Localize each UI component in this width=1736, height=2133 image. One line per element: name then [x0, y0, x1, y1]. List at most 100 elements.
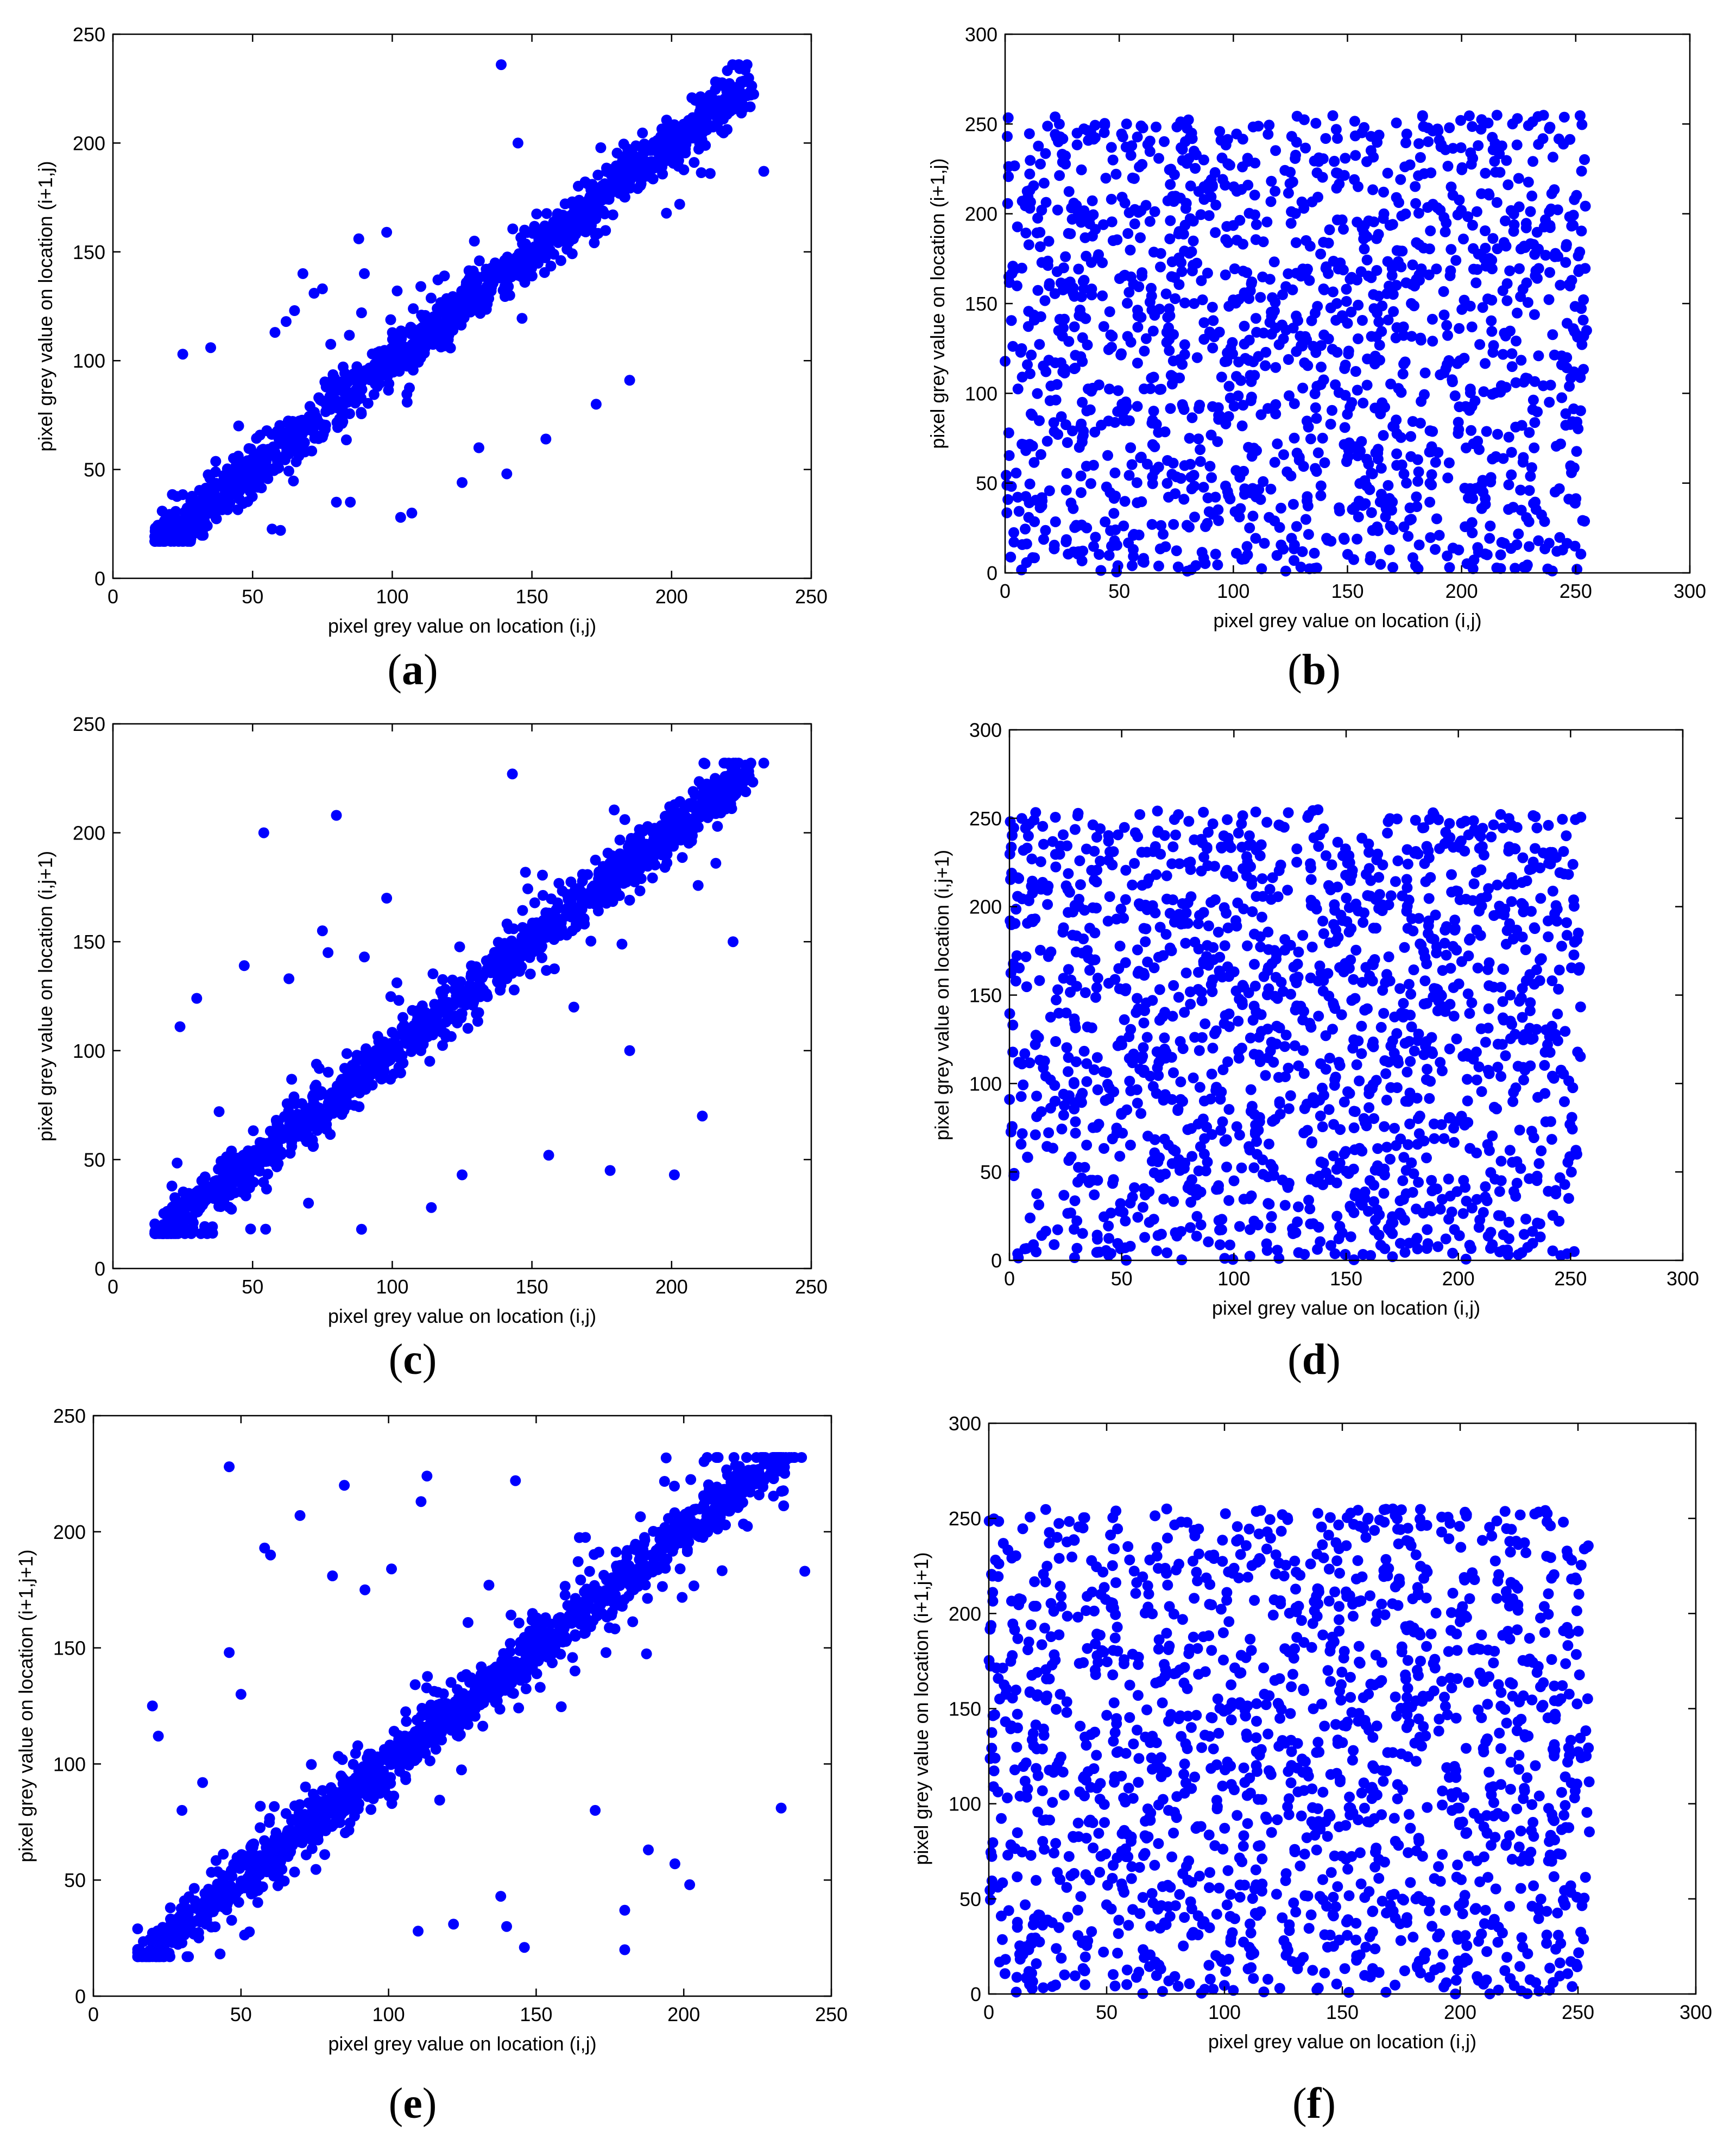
- data-point: [371, 381, 383, 392]
- data-point: [508, 923, 519, 935]
- y-axis-label: pixel grey value on location (i,j+1): [34, 851, 56, 1141]
- y-tick-label: 200: [965, 203, 998, 225]
- data-point: [1135, 120, 1147, 131]
- data-point: [1052, 204, 1063, 216]
- data-point: [1367, 184, 1379, 195]
- data-point: [1259, 538, 1270, 549]
- data-point: [1484, 190, 1495, 201]
- data-point: [1440, 226, 1451, 237]
- data-point: [1342, 451, 1354, 463]
- data-point: [1170, 829, 1181, 841]
- data-point: [687, 786, 699, 797]
- data-point: [1525, 206, 1536, 217]
- data-point: [1179, 339, 1190, 350]
- data-point: [1290, 237, 1302, 248]
- data-point: [687, 830, 698, 841]
- data-point: [1383, 480, 1394, 491]
- data-point: [699, 758, 711, 769]
- data-point: [1495, 549, 1506, 560]
- data-point: [1515, 243, 1526, 255]
- data-point: [1466, 321, 1478, 332]
- data-point: [1350, 441, 1361, 453]
- data-point: [1493, 1210, 1504, 1221]
- data-point: [1332, 168, 1343, 179]
- data-point: [493, 937, 504, 948]
- data-point: [702, 812, 714, 823]
- data-point: [744, 87, 755, 98]
- data-point: [267, 523, 278, 535]
- data-point: [1442, 330, 1453, 341]
- data-point: [1148, 406, 1159, 417]
- data-point: [321, 1112, 333, 1122]
- data-point: [356, 393, 367, 404]
- data-point: [1234, 471, 1246, 483]
- data-point: [1066, 213, 1078, 225]
- data-point: [1410, 181, 1421, 192]
- data-point: [1445, 244, 1457, 255]
- data-point: [1243, 207, 1255, 219]
- data-point: [1251, 219, 1262, 230]
- y-tick-label: 100: [73, 350, 105, 372]
- data-point: [555, 255, 566, 266]
- data-point: [1408, 964, 1419, 975]
- data-point: [500, 972, 511, 983]
- data-point: [1085, 257, 1097, 268]
- data-point: [192, 1206, 203, 1217]
- data-point: [344, 1068, 355, 1080]
- data-point: [1447, 374, 1458, 386]
- data-point: [1223, 411, 1234, 422]
- data-point: [1474, 339, 1486, 350]
- data-point: [408, 303, 419, 314]
- data-point: [416, 310, 427, 321]
- data-point: [1050, 1036, 1062, 1047]
- data-point: [1006, 315, 1017, 326]
- data-point: [195, 1228, 206, 1239]
- data-point: [1012, 491, 1024, 503]
- data-point: [1022, 321, 1034, 332]
- data-point: [495, 985, 506, 996]
- data-point: [156, 506, 168, 517]
- data-point: [1575, 548, 1587, 560]
- data-point: [1234, 1221, 1245, 1232]
- data-point: [1327, 344, 1338, 355]
- data-point: [1194, 400, 1205, 411]
- data-point: [1199, 1133, 1210, 1144]
- data-point: [667, 829, 679, 841]
- data-point: [1327, 405, 1337, 416]
- data-point: [213, 1201, 224, 1212]
- data-point: [1217, 174, 1228, 185]
- data-point: [1378, 430, 1389, 441]
- data-point: [167, 532, 178, 544]
- data-point: [1290, 149, 1301, 161]
- data-point: [1203, 920, 1214, 931]
- data-point: [413, 1019, 424, 1031]
- data-point: [351, 361, 363, 373]
- data-point: [637, 127, 648, 138]
- data-point: [395, 325, 407, 337]
- data-point: [1207, 301, 1218, 313]
- data-point: [371, 1055, 383, 1066]
- data-point: [1353, 181, 1363, 192]
- data-point: [1468, 263, 1479, 275]
- data-point: [1169, 169, 1180, 180]
- data-point: [1073, 1162, 1084, 1173]
- data-point: [1155, 261, 1166, 273]
- data-point: [734, 100, 746, 112]
- data-point: [1462, 1095, 1473, 1107]
- data-point: [180, 1210, 191, 1221]
- data-point: [1497, 285, 1508, 296]
- data-point: [1516, 355, 1527, 366]
- data-point: [1406, 298, 1417, 309]
- data-point: [1352, 533, 1363, 545]
- data-point: [286, 1074, 298, 1085]
- data-point: [1372, 137, 1383, 148]
- data-point: [1567, 416, 1578, 427]
- data-point: [1568, 219, 1579, 231]
- data-point: [1249, 958, 1260, 970]
- data-point: [1513, 173, 1524, 184]
- data-point: [1243, 441, 1254, 453]
- data-point: [1399, 942, 1410, 953]
- y-tick-label: 150: [73, 241, 105, 263]
- data-point: [1068, 288, 1079, 299]
- data-point: [1517, 283, 1529, 295]
